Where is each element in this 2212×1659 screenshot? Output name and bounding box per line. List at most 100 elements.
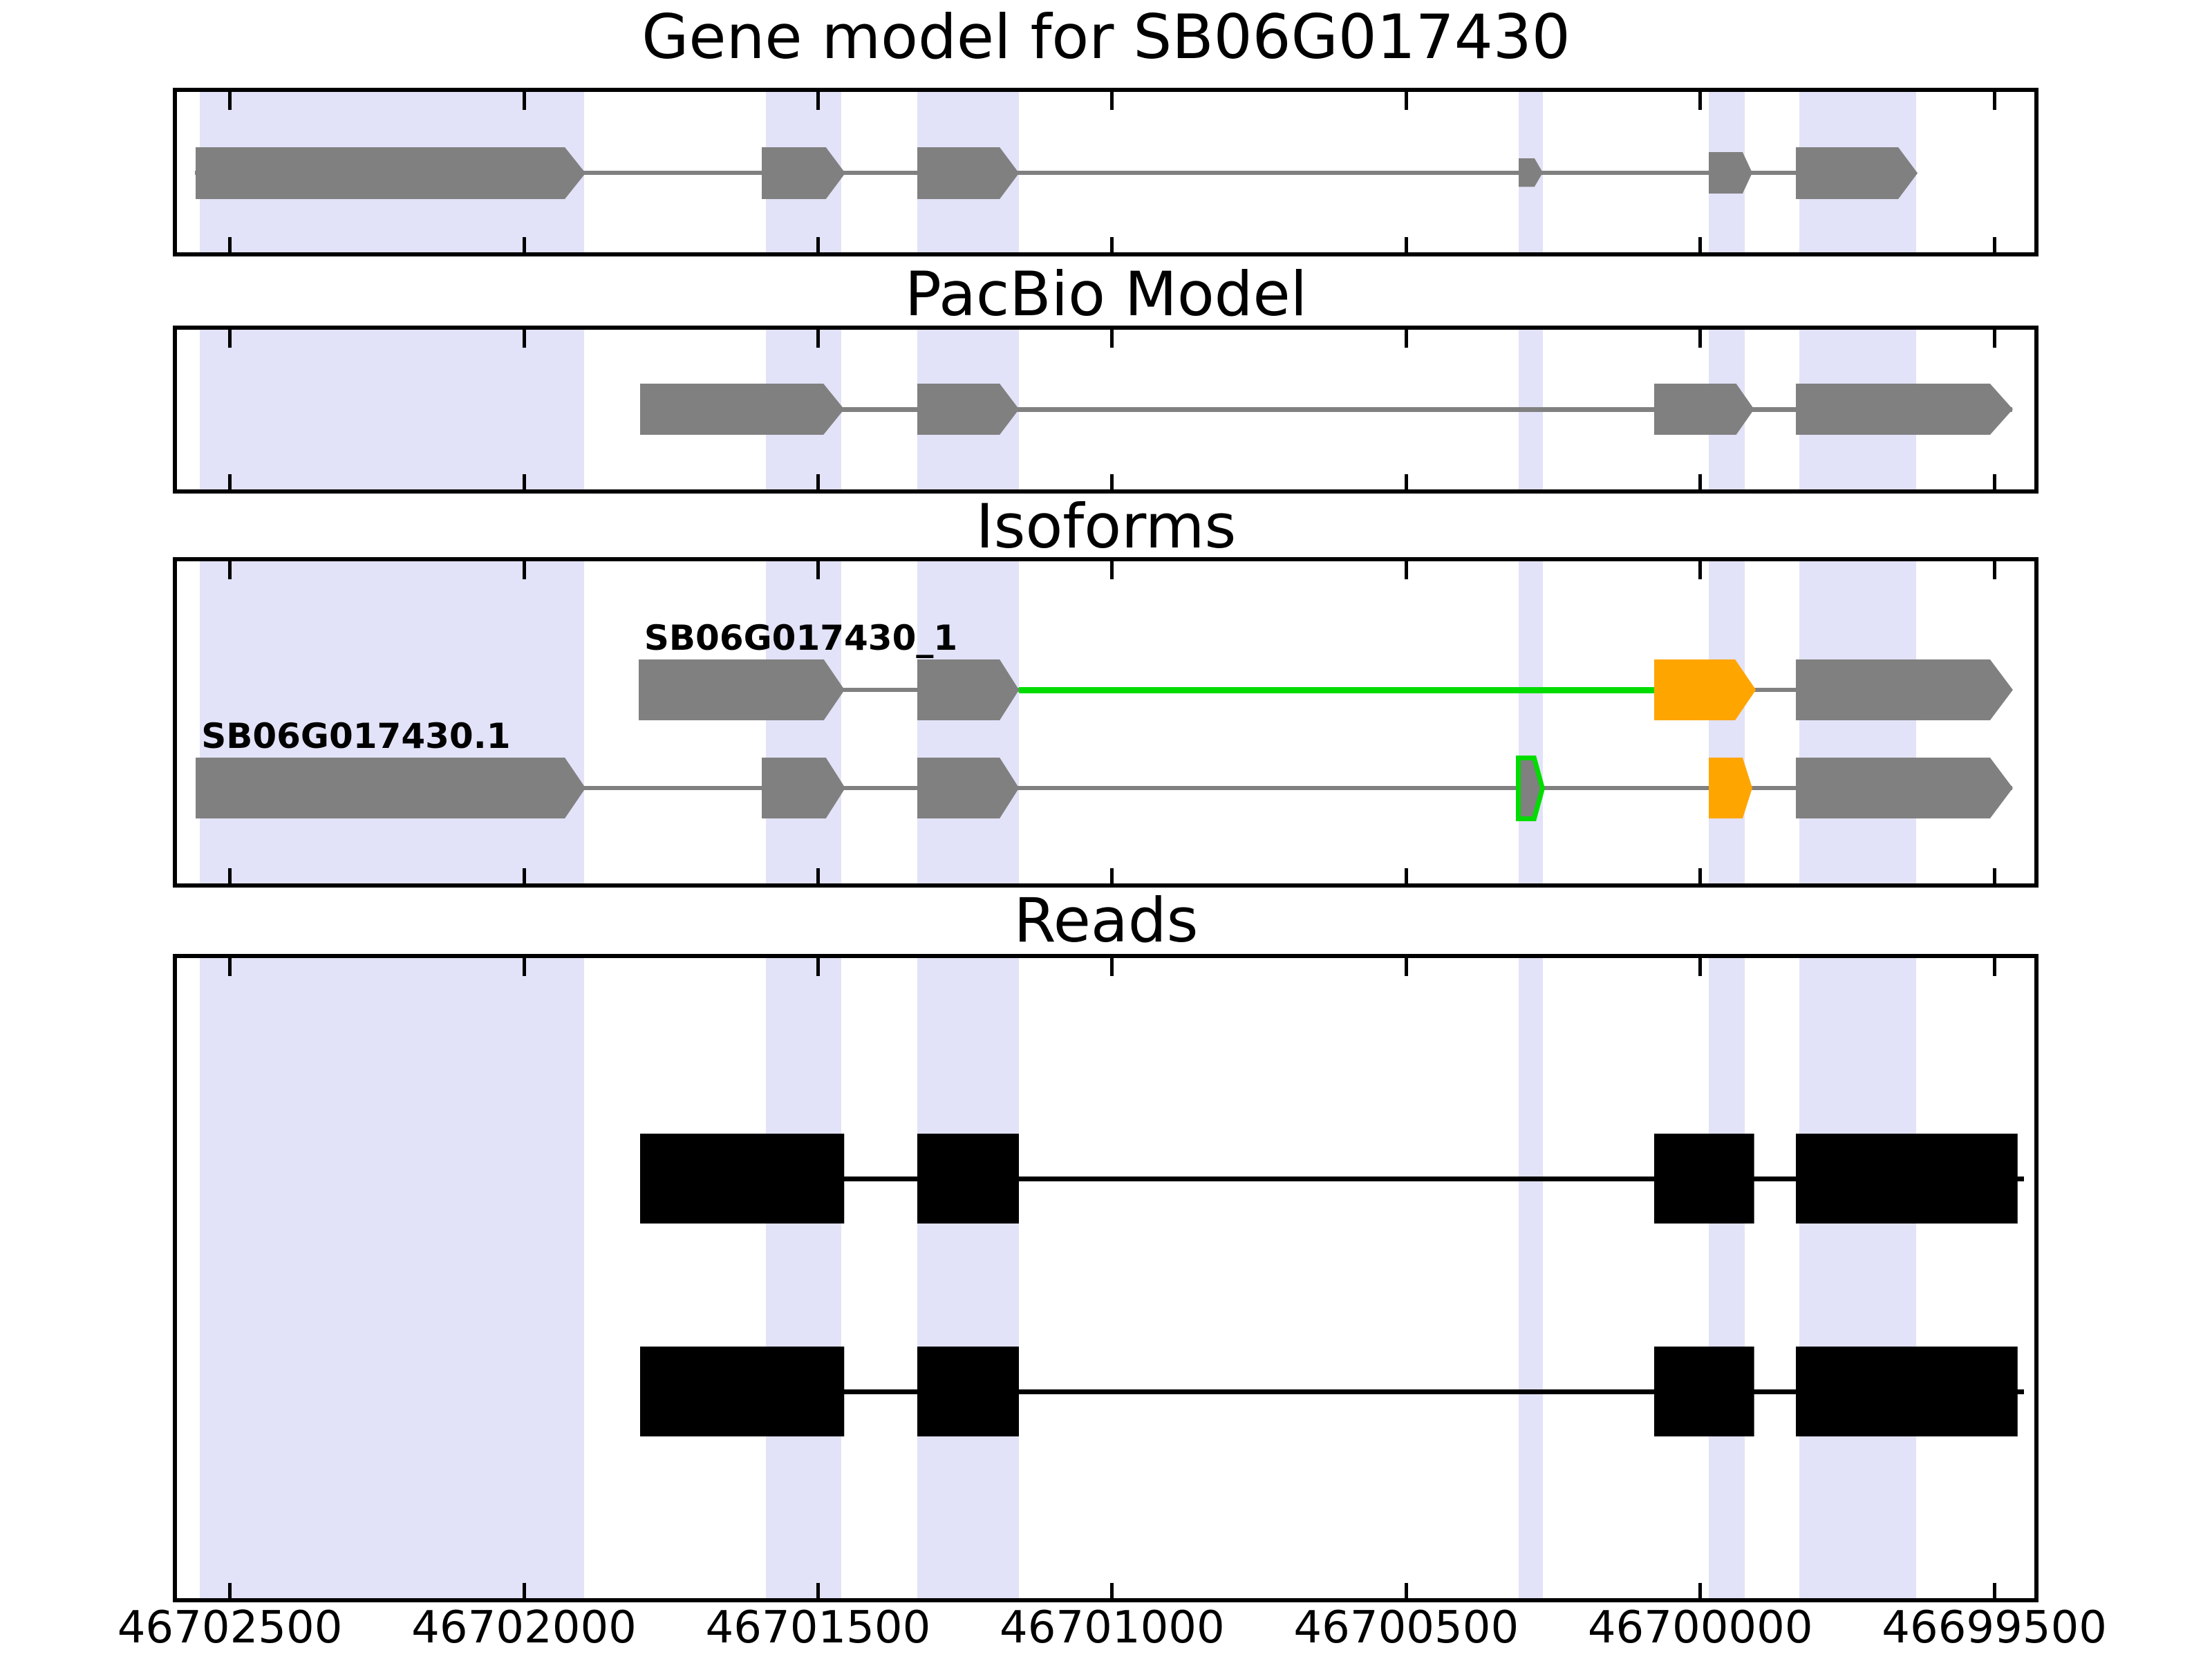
axis-tick <box>1404 474 1408 489</box>
axis-tick <box>816 92 820 110</box>
axis-tick-label: 46702500 <box>117 1602 343 1653</box>
axis-tick <box>1992 474 1996 489</box>
axis-tick <box>1110 958 1114 976</box>
exon-shape <box>1708 152 1752 194</box>
axis-tick <box>522 561 526 579</box>
axis-tick <box>1110 92 1114 110</box>
exon-shape <box>1654 659 1756 720</box>
panel-gene_model <box>173 88 2038 256</box>
exon-shape <box>1796 384 2014 435</box>
isoform-label: SB06G017430.1 <box>201 716 511 756</box>
exon-shape <box>640 384 845 435</box>
axis-tick <box>1110 561 1114 579</box>
axis-tick-label: 46701000 <box>999 1602 1225 1653</box>
axis-tick <box>816 561 820 579</box>
title-isoforms: Isoforms <box>975 491 1237 562</box>
exon-shape <box>1516 755 1546 821</box>
isoform-label: SB06G017430_1 <box>644 618 958 658</box>
axis-tick <box>522 958 526 976</box>
axis-tick <box>522 237 526 252</box>
highlight-band <box>917 561 1020 883</box>
intron-line <box>640 1176 2024 1181</box>
read-block <box>917 1347 1020 1436</box>
axis-tick <box>1992 330 1996 348</box>
title-reads: Reads <box>1013 885 1199 956</box>
exon-shape <box>1796 659 2014 720</box>
exon-shape <box>1796 758 2014 818</box>
axis-tick <box>1698 92 1703 110</box>
axis-tick <box>1992 868 1996 883</box>
panel-isoforms <box>173 557 2038 888</box>
axis-tick <box>1110 237 1114 252</box>
highlight-band <box>200 561 584 883</box>
axis-tick <box>522 330 526 348</box>
axis-tick <box>228 1583 232 1598</box>
read-block <box>1796 1134 2018 1224</box>
axis-tick <box>1992 237 1996 252</box>
axis-tick <box>522 474 526 489</box>
axis-tick-label: 46702000 <box>411 1602 637 1653</box>
title-gene-model: Gene model for SB06G017430 <box>641 1 1571 73</box>
axis-tick <box>1110 330 1114 348</box>
axis-tick <box>522 1583 526 1598</box>
axis-tick <box>816 474 820 489</box>
axis-tick <box>228 958 232 976</box>
highlight-band <box>1708 561 1745 883</box>
read-block <box>917 1134 1020 1224</box>
highlight-band <box>765 958 842 1598</box>
title-pacbio-model: PacBio Model <box>904 259 1308 330</box>
axis-tick <box>816 1583 820 1598</box>
axis-tick <box>1404 92 1408 110</box>
axis-tick <box>816 330 820 348</box>
axis-tick <box>1404 958 1408 976</box>
exon-shape <box>1796 147 1918 199</box>
highlight-band <box>1708 958 1745 1598</box>
exon-shape <box>917 758 1020 818</box>
axis-tick-label: 46699500 <box>1882 1602 2108 1653</box>
read-block <box>640 1347 845 1436</box>
intron-line <box>194 171 1912 175</box>
highlight-band <box>1799 958 1916 1598</box>
axis-tick <box>1404 868 1408 883</box>
exon-shape <box>196 758 586 818</box>
axis-tick <box>1404 237 1408 252</box>
axis-tick <box>1698 1583 1703 1598</box>
exon-shape <box>917 659 1020 720</box>
exon-shape <box>196 147 586 199</box>
highlight-band <box>1799 561 1916 883</box>
axis-tick <box>1698 958 1703 976</box>
read-block <box>1796 1347 2018 1436</box>
axis-tick <box>228 92 232 110</box>
axis-tick <box>1404 330 1408 348</box>
axis-tick <box>228 237 232 252</box>
highlight-band <box>200 958 584 1598</box>
axis-tick <box>1404 1583 1408 1598</box>
axis-tick <box>228 868 232 883</box>
axis-tick <box>816 958 820 976</box>
axis-tick <box>1992 561 1996 579</box>
intron-line <box>640 406 2012 412</box>
axis-tick <box>1698 330 1703 348</box>
exon-shape <box>1518 158 1543 187</box>
highlight-band <box>765 561 842 883</box>
axis-tick <box>816 868 820 883</box>
axis-tick <box>1698 561 1703 579</box>
axis-tick <box>228 330 232 348</box>
axis-tick <box>1992 1583 1996 1598</box>
axis-tick <box>522 92 526 110</box>
panel-reads <box>173 954 2038 1602</box>
axis-tick <box>816 237 820 252</box>
axis-tick <box>522 868 526 883</box>
axis-tick <box>1404 561 1408 579</box>
axis-tick-label: 46701500 <box>705 1602 931 1653</box>
exon-shape <box>917 147 1020 199</box>
highlight-band <box>1518 561 1543 883</box>
intron-line <box>1019 686 1655 693</box>
axis-tick <box>228 561 232 579</box>
axis-tick <box>1110 474 1114 489</box>
exon-shape <box>761 147 845 199</box>
axis-tick <box>1992 958 1996 976</box>
axis-tick <box>1698 474 1703 489</box>
intron-line <box>640 1389 2024 1394</box>
